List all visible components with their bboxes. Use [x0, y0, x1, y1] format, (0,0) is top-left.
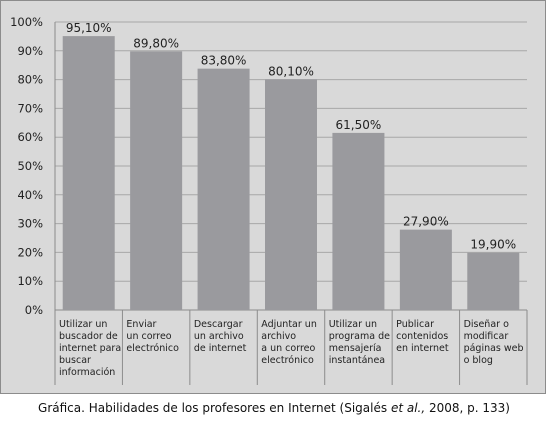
data-label: 83,80%	[201, 54, 247, 68]
category-label-line: un correo	[126, 331, 171, 342]
category-label-line: Utilizar un	[329, 319, 377, 330]
category-label-line: a un correo	[261, 343, 315, 354]
data-label: 89,80%	[133, 36, 179, 50]
category-label-line: Publicar	[396, 319, 434, 330]
data-label: 19,90%	[470, 238, 516, 252]
category-label-line: en internet	[396, 343, 449, 354]
category-label-line: archivo	[261, 331, 296, 342]
category-label-line: de internet	[194, 343, 247, 354]
bar	[197, 68, 250, 310]
category-label: Utilizar un programa de mensajería instantá…	[329, 319, 390, 366]
category-label-line: Descargar	[194, 319, 243, 330]
figure-caption: Gráfica. Habilidades de los profesores e…	[0, 401, 548, 415]
category-label-line: instantánea	[329, 355, 385, 366]
category-label-line: contenidos	[396, 331, 448, 342]
category-label: Publicar contenidos en internet	[396, 319, 449, 354]
category-label-line: modificar	[464, 331, 509, 342]
y-tick-label: 20%	[17, 245, 43, 259]
bar	[332, 132, 385, 310]
data-label: 80,10%	[268, 64, 314, 78]
category-label: Adjuntar un archivo a un correo electrónico	[261, 319, 317, 366]
category-label-line: programa de	[329, 331, 390, 342]
data-label: 95,10%	[66, 21, 112, 35]
y-tick-label: 50%	[17, 159, 43, 173]
category-label-line: un archivo	[194, 331, 244, 342]
bar	[399, 229, 452, 310]
category-label-line: Diseñar o	[464, 319, 510, 330]
category-label-line: internet para	[59, 343, 121, 354]
category-label-line: Enviar	[126, 319, 156, 330]
y-tick-label: 100%	[10, 15, 43, 29]
y-tick-label: 60%	[17, 130, 43, 144]
category-label-line: páginas web	[464, 343, 524, 354]
caption-prefix: Gráfica. Habilidades de los profesores e…	[38, 401, 391, 415]
category-label-line: mensajería	[329, 343, 382, 354]
category-label-line: buscador de	[59, 331, 118, 342]
y-tick-label: 70%	[17, 101, 43, 115]
y-tick-label: 0%	[25, 303, 43, 317]
bar	[130, 51, 183, 310]
category-label: Descargar un archivo de internet	[194, 319, 247, 354]
category-label-line: electrónico	[261, 355, 314, 366]
category-label-line: electrónico	[126, 343, 179, 354]
category-label-line: o blog	[464, 355, 493, 366]
y-tick-label: 90%	[17, 44, 43, 58]
bar	[62, 36, 115, 310]
category-label-line: información	[59, 367, 115, 378]
category-label-line: Utilizar un	[59, 319, 107, 330]
y-tick-label: 80%	[17, 73, 43, 87]
bar-chart: 0% 10% 20% 30% 40% 50% 60% 70% 80% 90% 100% 95,10% U…	[10, 15, 528, 385]
bar	[467, 252, 520, 310]
category-label: Diseñar o modificar páginas web o blog	[464, 319, 524, 366]
y-tick-label: 10%	[17, 274, 43, 288]
y-tick-label: 40%	[17, 188, 43, 202]
bar	[265, 79, 317, 310]
data-label: 61,50%	[336, 118, 382, 132]
category-label: Enviar un correo electrónico	[126, 319, 179, 354]
caption-italic: et al.,	[390, 401, 426, 415]
data-label: 27,90%	[403, 215, 449, 229]
caption-suffix: 2008, p. 133)	[425, 401, 510, 415]
category-label: Utilizar un buscador de internet para busca…	[59, 319, 121, 378]
category-label-line: Adjuntar un	[261, 319, 317, 330]
y-tick-label: 30%	[17, 217, 43, 231]
category-label-line: buscar	[59, 355, 91, 366]
